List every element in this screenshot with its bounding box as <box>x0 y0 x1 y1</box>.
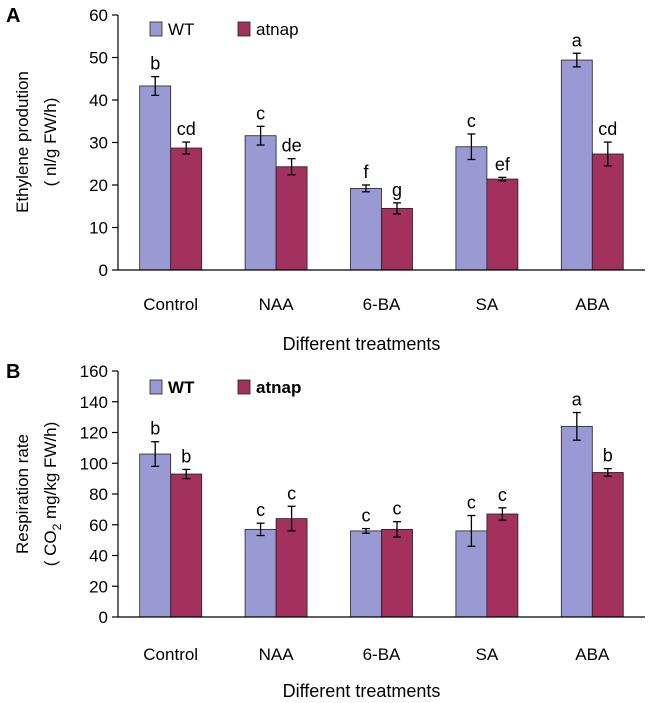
bar-atnap-SA <box>486 178 519 271</box>
significance-letter: c <box>467 111 476 131</box>
bar-atnap-Control <box>170 473 203 618</box>
legend-label-atnap: atnap <box>256 20 299 39</box>
y-axis-title-line1: Ethylene prodution <box>13 71 32 213</box>
bar-WT-SA <box>455 146 488 271</box>
legend-swatch-WT <box>149 379 163 395</box>
significance-letter: b <box>150 419 160 439</box>
bar-WT-6-BA <box>350 187 382 271</box>
y-tick-label: 100 <box>80 454 108 473</box>
bar-WT-Control <box>139 453 172 618</box>
bar-atnap-6-BA <box>381 207 413 271</box>
x-tick-label: 6-BA <box>363 295 401 314</box>
significance-letter: c <box>256 103 265 123</box>
x-tick-label: Control <box>143 295 198 314</box>
bar-WT-ABA <box>560 59 593 271</box>
significance-letter: c <box>467 493 476 513</box>
y-tick-label: 20 <box>89 176 108 195</box>
bar-atnap-NAA <box>275 166 308 271</box>
x-tick-label: ABA <box>575 295 610 314</box>
legend-swatch-atnap <box>237 21 251 37</box>
significance-letter: c <box>287 483 296 503</box>
x-tick-label: SA <box>476 295 499 314</box>
y-tick-label: 50 <box>89 49 108 68</box>
legend-label-WT: WT <box>168 20 194 39</box>
bar-WT-Control <box>139 85 172 271</box>
chart-panel-B: B 0 20 40 60 80 100 120 140 160 b c c c a b c c c b Control N… <box>6 361 645 701</box>
y-tick-label: 10 <box>89 219 108 238</box>
bar-atnap-6-BA <box>381 528 413 618</box>
significance-letter: c <box>362 506 371 526</box>
significance-letter: cd <box>598 119 617 139</box>
y-tick-label: 120 <box>80 424 108 443</box>
y-tick-label: 60 <box>89 6 108 25</box>
bar-WT-NAA <box>244 528 277 618</box>
x-tick-label: NAA <box>259 645 295 664</box>
significance-letter: f <box>363 162 369 182</box>
legend-label-atnap: atnap <box>256 378 301 397</box>
bar-WT-6-BA <box>350 530 382 618</box>
significance-letter: c <box>256 500 265 520</box>
bar-atnap-Control <box>170 147 203 271</box>
significance-letter: b <box>181 446 191 466</box>
y-axis-title-part: ( CO <box>41 530 60 566</box>
significance-letter: ef <box>495 154 511 174</box>
y-axis-title-part: mg/kg FW/h) <box>41 422 60 524</box>
bar-atnap-ABA <box>591 472 624 618</box>
y-tick-label: 160 <box>80 362 108 381</box>
significance-letter: b <box>150 54 160 74</box>
bar-atnap-SA <box>486 513 519 618</box>
y-tick-label: 40 <box>89 91 108 110</box>
x-axis-title: Different treatments <box>283 681 441 701</box>
x-tick-label: SA <box>476 645 499 664</box>
y-tick-label: 140 <box>80 393 108 412</box>
y-tick-label: 0 <box>99 608 108 627</box>
chart-panel-A: A 0 10 20 30 40 50 60 b c f c a cd de g ef cd Control NAA 6-… <box>6 5 645 354</box>
significance-letter: cd <box>177 119 196 139</box>
y-tick-label: 80 <box>89 485 108 504</box>
significance-letter: g <box>392 180 402 200</box>
y-axis-title-line2: ( CO2 mg/kg FW/h) <box>41 422 64 567</box>
legend-swatch-atnap <box>237 379 251 395</box>
panel-label: B <box>6 361 20 383</box>
x-tick-label: 6-BA <box>363 645 401 664</box>
significance-letter: c <box>393 499 402 519</box>
x-axis-title: Different treatments <box>283 334 441 354</box>
bar-WT-ABA <box>560 425 593 618</box>
panel-label: A <box>6 5 20 27</box>
y-tick-label: 0 <box>99 261 108 280</box>
bar-atnap-ABA <box>591 153 624 271</box>
y-tick-label: 60 <box>89 516 108 535</box>
bar-atnap-NAA <box>275 518 308 618</box>
y-axis-title-subscript: 2 <box>50 523 64 530</box>
bar-WT-NAA <box>244 135 277 271</box>
legend-label-WT: WT <box>168 378 195 397</box>
legend-swatch-WT <box>149 21 163 37</box>
x-tick-label: Control <box>143 645 198 664</box>
y-axis-title-line1: Respiration rate <box>13 434 32 554</box>
x-tick-label: ABA <box>575 645 610 664</box>
significance-letter: a <box>572 30 583 50</box>
y-axis-title-line2: ( nl/g FW/h) <box>41 98 60 187</box>
significance-letter: a <box>572 390 583 410</box>
x-tick-label: NAA <box>259 295 295 314</box>
significance-letter: b <box>603 446 613 466</box>
significance-letter: de <box>282 136 302 156</box>
y-tick-label: 40 <box>89 547 108 566</box>
y-tick-label: 30 <box>89 134 108 153</box>
y-tick-label: 20 <box>89 577 108 596</box>
significance-letter: c <box>498 485 507 505</box>
